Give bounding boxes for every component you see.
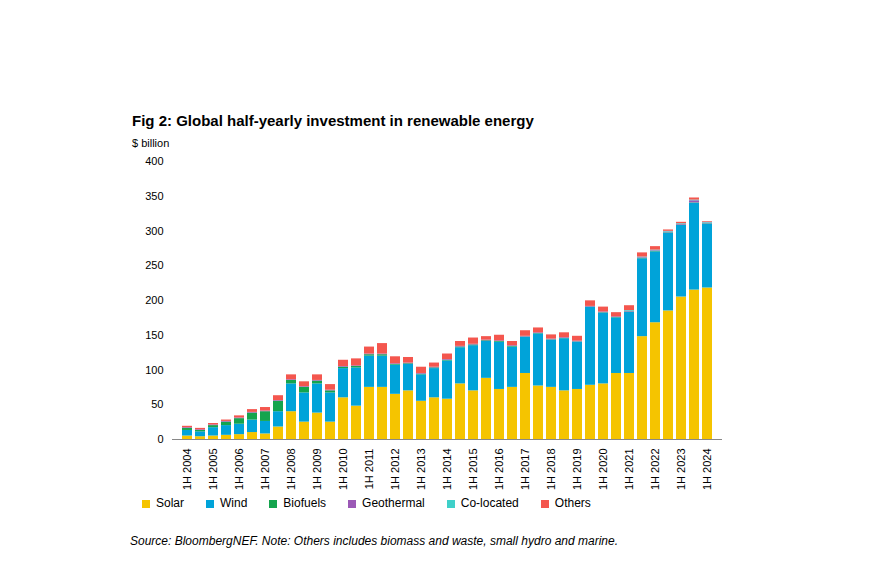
svg-text:1H 2013: 1H 2013 [415, 449, 427, 491]
svg-text:1H 2014: 1H 2014 [441, 449, 453, 491]
svg-text:1H 2018: 1H 2018 [545, 449, 557, 491]
svg-text:1H 2010: 1H 2010 [337, 449, 349, 491]
svg-text:1H 2006: 1H 2006 [233, 449, 245, 491]
svg-text:400: 400 [145, 155, 163, 167]
html-text:Fig 2: Global half-yearly inve: Fig 2: Global half-yearly investment in … [132, 112, 534, 129]
svg-text:50: 50 [151, 398, 163, 410]
svg-text:1H 2004: 1H 2004 [181, 449, 193, 491]
svg-text:1H 2011: 1H 2011 [363, 449, 375, 490]
svg-text:1H 2016: 1H 2016 [493, 449, 505, 491]
html-text:Co-located: Co-located [460, 496, 519, 510]
svg-text:0: 0 [157, 433, 163, 445]
svg-text:1H 2005: 1H 2005 [207, 449, 219, 491]
html-text:Geothermal: Geothermal [362, 496, 425, 510]
svg-text:1H 2007: 1H 2007 [259, 449, 271, 491]
html-text:Source: BloombergNEF. Note: Ot: Source: BloombergNEF. Note: Others inclu… [130, 534, 618, 548]
svg-text:1H 2022: 1H 2022 [649, 449, 661, 491]
svg-text:1H 2015: 1H 2015 [467, 449, 479, 491]
svg-text:300: 300 [145, 225, 163, 237]
html-text:Wind: Wind [220, 496, 248, 510]
svg-text:1H 2008: 1H 2008 [285, 449, 297, 491]
svg-text:100: 100 [145, 364, 163, 376]
svg-text:1H 2019: 1H 2019 [571, 449, 583, 491]
html-text:Others: Others [554, 496, 591, 510]
svg-text:1H 2020: 1H 2020 [597, 449, 609, 491]
svg-text:200: 200 [145, 294, 163, 306]
svg-text:1H 2017: 1H 2017 [519, 449, 531, 491]
svg-text:1H 2023: 1H 2023 [675, 449, 687, 491]
svg-text:1H 2021: 1H 2021 [623, 449, 635, 491]
svg-text:1H 2009: 1H 2009 [311, 449, 323, 491]
html-text:Solar: Solar [156, 496, 184, 510]
html-text:Biofuels: Biofuels [283, 496, 327, 510]
svg-text:350: 350 [145, 190, 163, 202]
html-text:$ billion: $ billion [132, 137, 170, 149]
svg-text:250: 250 [145, 259, 163, 271]
svg-text:1H 2024: 1H 2024 [701, 449, 713, 491]
svg-text:150: 150 [145, 329, 163, 341]
svg-text:1H 2012: 1H 2012 [389, 449, 401, 491]
